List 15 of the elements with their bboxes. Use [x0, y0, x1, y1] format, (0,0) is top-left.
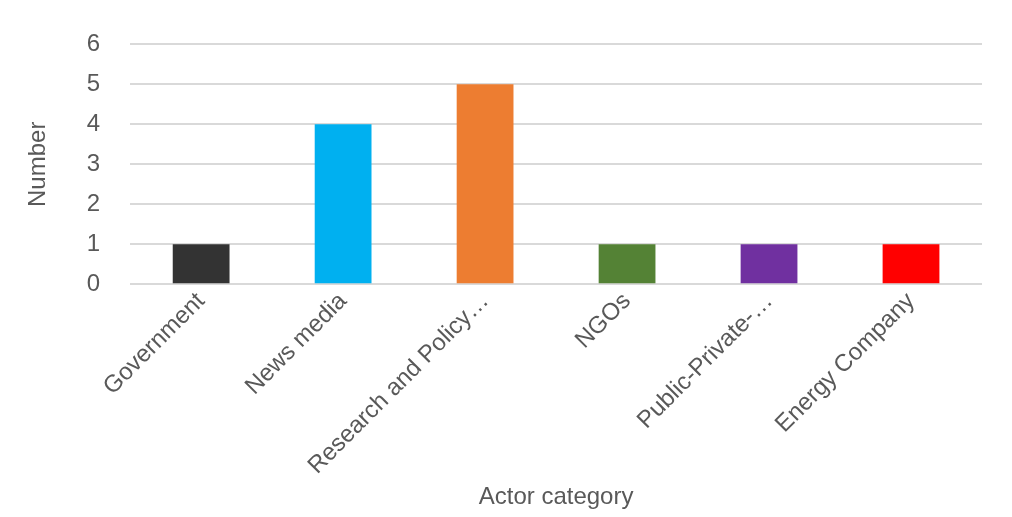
y-tick-label: 4: [86, 108, 101, 136]
bar: [456, 84, 514, 284]
bar: [314, 124, 372, 284]
y-tick-label: 1: [86, 228, 101, 256]
bar: [740, 244, 798, 284]
y-tick-label: 3: [86, 148, 101, 176]
x-axis-title: Actor category: [478, 482, 634, 510]
bar: [882, 244, 940, 284]
bar: [172, 244, 230, 284]
y-tick-label: 5: [86, 69, 101, 96]
y-tick-label: 6: [86, 29, 101, 57]
y-tick-label: 2: [86, 188, 101, 216]
y-axis-title: Number: [23, 121, 51, 207]
y-tick-label: 0: [86, 268, 101, 296]
bar: [598, 244, 656, 284]
